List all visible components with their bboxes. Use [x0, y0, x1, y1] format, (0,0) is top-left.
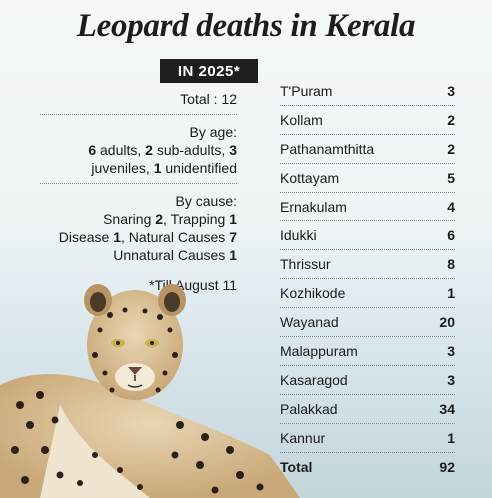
district-name: Kollam [280, 111, 323, 128]
district-name: Thrissur [280, 256, 331, 273]
page-title: Leopard deaths in Kerala [76, 8, 416, 44]
table-row: Pathanamthitta 2 [280, 135, 455, 164]
total-label: Total [280, 459, 313, 476]
district-name: Kozhikode [280, 285, 346, 302]
table-row: Kasaragod 3 [280, 366, 455, 395]
total-value: 92 [439, 459, 455, 476]
summary-column: Total : 12 By age: 6 adults, 2 sub-adult… [40, 88, 237, 294]
table-row: Ernakulam 4 [280, 193, 455, 222]
age-breakdown: By age: 6 adults, 2 sub-adults, 3 juveni… [40, 121, 237, 184]
year-badge: IN 2025* [160, 59, 258, 83]
district-name: Ernakulam [280, 198, 347, 215]
table-row: Idukki 6 [280, 221, 455, 251]
district-name: Kasaragod [280, 371, 348, 388]
district-name: T'Puram [280, 82, 333, 99]
table-row: T'Puram 3 [280, 77, 455, 106]
district-value: 4 [447, 198, 455, 215]
age-line-2: juveniles, 1 unidentified [91, 160, 237, 176]
district-name: Palakkad [280, 400, 338, 417]
district-name: Malappuram [280, 342, 358, 359]
district-name: Kottayam [280, 169, 340, 186]
district-value: 3 [447, 371, 455, 388]
age-heading: By age: [189, 124, 237, 140]
table-row: Palakkad 34 [280, 395, 455, 424]
cause-heading: By cause: [175, 193, 237, 209]
table-row: Kollam 2 [280, 106, 455, 135]
district-name: Wayanad [280, 314, 339, 331]
cause-line-1: Snaring 2, Trapping 1 [103, 211, 237, 227]
district-value: 2 [447, 140, 455, 157]
district-value: 6 [447, 227, 455, 244]
district-value: 3 [447, 82, 455, 99]
district-value: 34 [439, 400, 455, 417]
district-value: 5 [447, 169, 455, 186]
table-row: Kozhikode 1 [280, 279, 455, 309]
cause-line-3: Unnatural Causes 1 [113, 247, 237, 263]
total-summary: Total : 12 [40, 88, 237, 115]
district-name: Idukki [280, 227, 317, 244]
district-table: T'Puram 3 Kollam 2 Pathanamthitta 2 Kottaya… [280, 77, 455, 481]
age-line-1: 6 adults, 2 sub-adults, 3 [88, 142, 237, 158]
district-value: 8 [447, 256, 455, 273]
district-value: 20 [439, 314, 455, 331]
table-row: Kannur 1 [280, 424, 455, 453]
district-value: 1 [447, 285, 455, 302]
district-value: 1 [447, 429, 455, 446]
district-value: 2 [447, 111, 455, 128]
cause-breakdown: By cause: Snaring 2, Trapping 1 Disease … [40, 190, 237, 270]
district-name: Kannur [280, 429, 326, 446]
table-row: Wayanad 20 [280, 308, 455, 338]
table-row: Kottayam 5 [280, 164, 455, 193]
district-value: 3 [447, 342, 455, 359]
cause-line-2: Disease 1, Natural Causes 7 [58, 229, 237, 245]
table-row: Malappuram 3 [280, 337, 455, 366]
total-row: Total 92 [280, 453, 455, 482]
district-name: Pathanamthitta [280, 140, 375, 157]
table-row: Thrissur 8 [280, 250, 455, 280]
leopard-illustration [0, 284, 300, 498]
